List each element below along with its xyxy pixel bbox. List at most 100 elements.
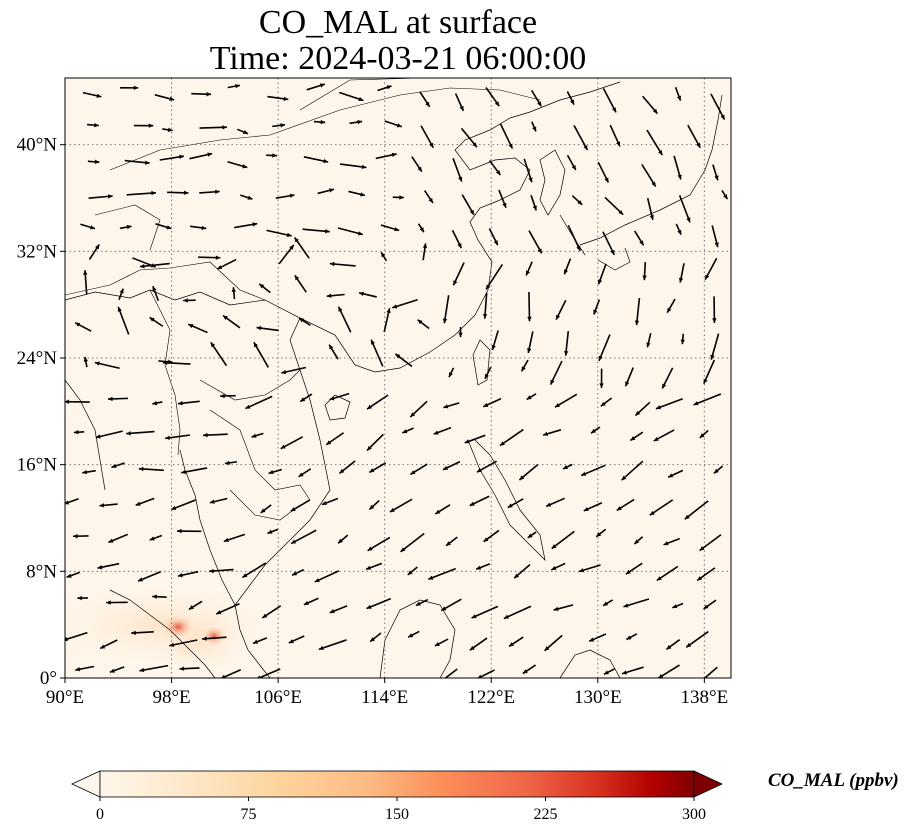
wind-vector-arrow (513, 563, 531, 579)
wind-vector-arrow (646, 197, 654, 221)
wind-vector-arrow (329, 261, 356, 267)
wind-vector-arrow (703, 359, 716, 385)
wind-vector-arrow (522, 664, 537, 675)
wind-vector-arrow (380, 251, 388, 262)
wind-vector-arrow (674, 86, 682, 101)
wind-vector-arrow (454, 93, 465, 112)
wind-vector-arrow (224, 460, 238, 466)
wind-vector-arrow (349, 119, 363, 125)
wind-vector-arrow (503, 605, 532, 620)
wind-vector-arrow (240, 194, 253, 200)
map-title: CO_MAL at surface (258, 4, 538, 41)
wind-vector-arrow (326, 293, 345, 298)
wind-vector-arrow (554, 393, 578, 408)
wind-vector-arrow (713, 465, 724, 474)
wind-vector-arrow (531, 121, 537, 132)
wind-vector-arrow (199, 189, 220, 194)
colorbar-tick-label: 75 (241, 806, 257, 823)
wind-vector-arrow (245, 395, 273, 410)
wind-vector-arrow (423, 190, 434, 204)
wind-vector-arrow (261, 605, 282, 619)
wind-vector-arrow (111, 462, 125, 469)
wind-vector-arrow (442, 460, 461, 471)
wind-vector-arrow (313, 119, 326, 125)
wind-vector-arrow (553, 604, 574, 611)
wind-vector-arrow (191, 91, 212, 97)
wind-vector-arrow (604, 196, 624, 216)
wind-vector-arrow (633, 536, 644, 545)
wind-vector-arrow (721, 190, 729, 200)
wind-vector-arrow (94, 361, 120, 370)
wind-vector-arrow (256, 325, 279, 332)
colorbar: 0 75 150 225 300 (71, 770, 723, 823)
wind-vector-arrow (216, 258, 237, 270)
wind-vector-arrow (117, 306, 130, 335)
wind-vector-arrow (210, 341, 228, 367)
wind-vector-arrow (642, 95, 659, 115)
wind-vector-arrow (177, 570, 199, 578)
wind-vector-arrow (597, 263, 607, 285)
wind-vector-arrow (655, 398, 683, 410)
wind-vector-arrow (471, 605, 499, 619)
wind-vector-arrow (452, 262, 465, 286)
wind-vector-arrow (544, 634, 563, 652)
wind-vector-arrow (291, 568, 305, 576)
wind-vector-arrow (227, 161, 248, 169)
wind-vector-arrow (260, 504, 272, 514)
wind-vector-arrow (666, 298, 676, 314)
wind-vector-arrow (667, 469, 684, 478)
wind-vector-arrow (329, 392, 350, 401)
wind-vector-arrow (95, 430, 123, 439)
wind-vector-arrow (649, 499, 674, 516)
wind-vector-arrow (80, 223, 96, 230)
wind-vector-arrow (318, 639, 347, 651)
wind-vector-arrow (294, 274, 307, 293)
wind-vector-arrow (167, 190, 189, 195)
wind-vector-arrow (526, 393, 537, 401)
wind-vector-arrow (684, 500, 709, 520)
co-hotspot-sumatra (162, 615, 194, 639)
wind-vector-arrow (251, 432, 264, 438)
wind-vector-arrow (275, 193, 295, 200)
wind-vector-arrow (419, 91, 431, 108)
wind-vector-arrow (693, 393, 722, 406)
wind-vector-arrow (131, 630, 154, 635)
wind-vector-arrow (476, 460, 498, 473)
wind-vector-arrow (542, 429, 562, 436)
wind-vector-arrow (712, 164, 719, 181)
colorbar-tick-label: 150 (385, 806, 409, 823)
wind-vector-arrow (366, 597, 392, 610)
wind-vector-arrow (293, 236, 310, 259)
coastlines (65, 81, 723, 678)
wind-vector-arrow (678, 263, 685, 283)
colorbar-gradient (99, 770, 695, 798)
wind-vector-arrow (189, 152, 213, 160)
latitude-tick-labels: 0° 8°N 16°N 24°N 32°N 40°N (17, 135, 65, 689)
wind-vector-arrow (410, 463, 428, 476)
map-background (65, 78, 731, 678)
wind-vector-arrow (646, 333, 652, 348)
wind-vector-arrow (482, 397, 502, 408)
wind-vector-arrow (298, 468, 312, 478)
wind-vector-arrow (602, 231, 616, 256)
wind-vector-arrow (597, 161, 610, 183)
wind-vector-arrow (634, 230, 645, 246)
wind-vector-arrow (220, 393, 236, 399)
wind-vector-arrow (66, 571, 80, 579)
wind-vector-arrow (152, 400, 163, 406)
wind-vector-arrow (555, 299, 567, 320)
wind-vector-arrow (325, 432, 344, 446)
wind-vector-arrow (106, 600, 128, 605)
wind-vector-arrow (267, 528, 279, 535)
wind-vector-arrow (634, 298, 641, 326)
wind-vector-arrow (488, 160, 502, 176)
wind-vector-arrow (162, 360, 191, 365)
wind-vector-arrow (551, 530, 575, 550)
wind-vector-arrow (181, 467, 208, 475)
wind-vector-arrow (65, 399, 90, 404)
co-concentration-field (65, 585, 270, 675)
wind-vector-arrow (83, 356, 88, 368)
wind-vector-arrow (483, 529, 500, 543)
wind-vector-arrow (567, 224, 581, 252)
